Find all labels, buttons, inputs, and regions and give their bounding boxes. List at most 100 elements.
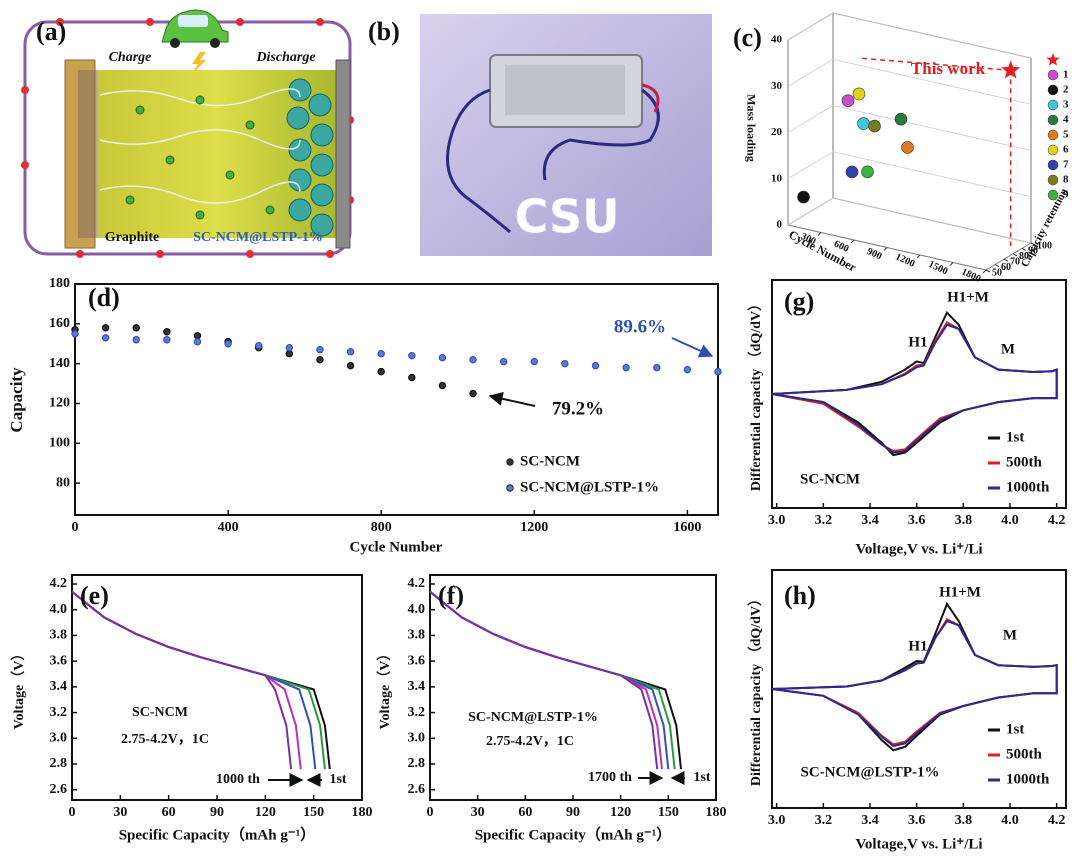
annotation: 89.6% [614,316,666,337]
legend-label: 7 [1063,159,1069,171]
panel-label: (a) [36,17,66,46]
y-axis-title: Differential capacity （dQ/dV） [748,297,764,491]
panel-label: (b) [368,17,400,46]
x-tick [916,254,921,259]
data-point [377,349,385,358]
y-tick-label: 140 [49,356,70,371]
data-line [771,619,1058,748]
y-tick-label: 3.0 [50,731,68,746]
x-tick-label: 0 [72,520,79,535]
grid-line [787,151,1032,198]
arrow [488,391,536,407]
data-point [163,328,171,336]
x-tick [883,247,888,251]
y-tick-label: 4.2 [408,576,426,591]
led-text: CSU [514,190,619,244]
y-tick-label: 40 [771,34,783,46]
data-line [429,590,659,770]
legend-label: 500th [1006,454,1042,470]
legend-label: 500th [1006,746,1042,762]
z-tick [994,264,1000,268]
panel-b: CSU (b) [368,14,712,256]
legend-marker [1047,69,1059,81]
y-axis-title: Mass loading [744,94,758,162]
panel-label: (h) [784,581,816,610]
grid-line [787,12,1032,59]
grid-line [787,58,1032,105]
legend-label: SC-NCM@LSTP-1% [520,479,659,495]
data-point [714,367,722,376]
data-point [438,353,447,362]
panel-a: (a) Charge Discharge Graphite SC-NCM@LST… [21,9,354,258]
x-tick-label: 30 [471,805,485,820]
data-point [285,344,294,352]
clip-red [641,83,660,113]
legend-label: 3 [1063,99,1069,111]
data-point [101,324,110,332]
data-point [163,336,171,344]
data-point [132,336,140,344]
x-tick-label: 60 [518,805,532,820]
data-point [377,367,385,376]
annotation: SC-NCM [800,471,860,487]
y-tick-label: 4.0 [408,602,426,617]
z-tick [1012,253,1018,257]
x-tick-label: 1200 [520,520,548,535]
wire-negative [446,88,511,234]
data-point [132,324,140,332]
data-point [346,361,355,370]
data-point [868,119,881,133]
x-tick-label: 4.2 [1048,513,1066,528]
legend-marker [506,458,514,466]
x-tick-label: 3.6 [908,813,926,828]
x-tick-label: 3.0 [768,813,786,828]
annotation: M [1003,627,1017,643]
x-tick-label: 120 [610,805,631,820]
y-axis-title: Capacity [7,367,26,433]
z-tick [1003,258,1009,262]
panel-label: (g) [784,287,814,316]
legend-marker [506,484,514,492]
y-tick-label: 2.8 [408,756,426,771]
x-tick-label: 0 [427,805,434,820]
x-tick-label: 1800 [960,266,983,284]
annotation: H1 [908,638,927,654]
legend-label: 1000th [1006,771,1050,787]
x-tick-label: 0 [69,805,76,820]
x-tick-label: 150 [303,805,324,820]
data-point [408,351,416,360]
axis-line [985,242,1032,271]
data-point [408,373,416,382]
data-point [841,94,855,107]
x-tick-label: 90 [210,805,224,820]
legend-marker [1046,53,1060,66]
x-tick-label: 180 [352,805,373,820]
legend-label: 2 [1063,84,1069,96]
y-tick-label: 2.8 [50,756,68,771]
y-tick-label: 3.4 [408,679,426,694]
z-tick [985,269,991,273]
legend-label: 6 [1063,144,1069,156]
x-tick-label: 4.2 [1048,813,1066,828]
guide-line [861,57,1011,72]
data-point [71,330,79,338]
y-tick-label: 80 [56,475,70,490]
data-point [653,363,661,372]
x-tick-label: 3.4 [861,513,879,528]
legend-marker [1047,129,1059,141]
y-tick-label: 4.0 [50,602,68,617]
y-tick-label: 180 [49,276,70,291]
x-tick-label: 90 [566,805,580,820]
x-tick-label: 4.0 [1001,813,1019,828]
data-point [591,361,600,370]
z-tick [1030,242,1036,246]
car-icon [161,9,229,48]
z-tick-label: 50 [992,267,1002,278]
annotation: SC-NCM@LSTP-1% [801,764,940,780]
y-tick-label: 120 [49,396,70,411]
annotation: This work [911,59,986,78]
annotation: 1000 th [216,772,260,787]
x-tick-label: 3.2 [815,513,833,528]
legend-label: 1st [1006,429,1024,445]
legend-marker [1047,84,1059,96]
